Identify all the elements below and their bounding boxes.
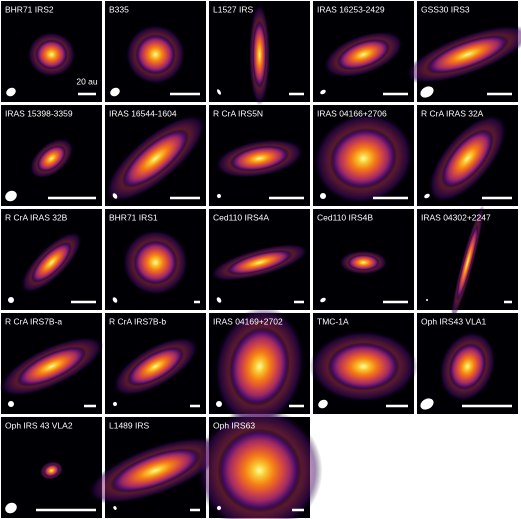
panel: R CrA IRS7B-a (0, 313, 104, 414)
beam (5, 502, 17, 514)
disk-image (456, 223, 479, 302)
beam (110, 87, 120, 97)
panel: Oph IRS 43 VLA2 (1, 417, 102, 518)
beam (112, 193, 118, 199)
beam (216, 401, 222, 407)
disk-image (217, 428, 302, 513)
panel-label: GSS30 IRS3 (421, 4, 470, 14)
panel: GSS30 IRS3 (405, 1, 521, 102)
disk-image (36, 145, 67, 172)
panel: Ced110 IRS4A (209, 209, 310, 310)
panel: IRAS 04302+2247 (417, 204, 518, 321)
disk-image (31, 242, 72, 283)
panel: R CrA IRAS 32A (417, 105, 518, 206)
beam (216, 297, 222, 303)
beam (424, 193, 430, 199)
disk-image (110, 448, 201, 493)
disk-image (127, 346, 184, 387)
panel-label: IRAS 16544-1604 (109, 108, 177, 118)
beam (320, 297, 326, 303)
disk-image (121, 129, 190, 188)
beam (426, 299, 428, 301)
disk-image (16, 346, 87, 387)
panel-label: R CrA IRS7B-b (109, 316, 166, 326)
panel: IRAS 16544-1604 (105, 105, 206, 206)
disk-image (441, 129, 494, 188)
disk-image (448, 343, 487, 390)
beam (8, 297, 14, 303)
panel: R CrA IRAS 32B (1, 209, 102, 310)
panel-label: IRAS 04169+2702 (213, 316, 283, 326)
beam (217, 194, 221, 198)
beam (217, 506, 221, 510)
panel-label: BHR71 IRS1 (109, 212, 158, 222)
beam (320, 89, 326, 95)
panel-label: TMC-1A (317, 316, 349, 326)
beam (318, 399, 328, 409)
beam (112, 297, 118, 303)
panel-label: R CrA IRS5N (213, 108, 263, 118)
beam (8, 401, 14, 407)
panel-label: Oph IRS 43 VLA2 (5, 420, 73, 430)
disk-image (347, 254, 380, 271)
panel: IRAS 04166+2706 (313, 105, 414, 206)
panel-label: R CrA IRAS 32A (421, 108, 484, 118)
beam (113, 402, 117, 406)
panel-label: R CrA IRS7B-a (5, 316, 62, 326)
beam (320, 193, 326, 199)
panel: Oph IRS43 VLA1 (417, 313, 518, 414)
scale-label: 20 au (76, 76, 98, 86)
panel-label: Ced110 IRS4B (317, 212, 373, 222)
panel: BHR71 IRS1 (105, 209, 206, 310)
panel-label: IRAS 04166+2706 (317, 108, 387, 118)
panel: B335 (105, 1, 206, 102)
panel-label: Ced110 IRS4A (213, 212, 269, 222)
panel: L1489 IRS (87, 417, 224, 518)
disk-image (252, 20, 267, 89)
panel-label: IRAS 04302+2247 (421, 212, 491, 222)
disk-image (336, 38, 391, 71)
disk-image (43, 464, 60, 477)
panel: IRAS 15398-3359 (1, 105, 102, 206)
panel: R CrA IRS7B-b (105, 313, 206, 414)
panel-label: Oph IRS43 VLA1 (421, 316, 486, 326)
panel-label: BHR71 IRS2 (5, 4, 54, 14)
panel-label: L1527 IRS (213, 4, 253, 14)
panel: TMC-1A (309, 313, 418, 414)
beam (217, 89, 221, 95)
disk-image (135, 34, 176, 75)
panel-label: IRAS 16253-2429 (317, 4, 385, 14)
disk-image (425, 35, 510, 74)
disk-image (229, 326, 290, 407)
panel-label: B335 (109, 4, 129, 14)
panel-label: R CrA IRAS 32B (5, 212, 68, 222)
panel: IRAS 04169+2702 (209, 306, 310, 427)
panel: BHR71 IRS2 20 au (1, 1, 102, 102)
beam (420, 398, 434, 410)
disk-image (329, 128, 398, 189)
panel: R CrA IRS5N (209, 105, 310, 206)
panel: Oph IRS63 (196, 407, 323, 519)
disk-image (35, 39, 68, 70)
disk-image (327, 342, 400, 391)
beam (5, 190, 17, 202)
beam (113, 506, 117, 510)
panel-label: L1489 IRS (109, 420, 149, 430)
disk-image (226, 250, 293, 275)
disk-image (229, 145, 290, 172)
panel-label: Oph IRS63 (213, 420, 255, 430)
panel: Ced110 IRS4B (313, 209, 414, 310)
panel: L1527 IRS (209, 1, 310, 106)
disk-image (133, 240, 178, 285)
beam (6, 87, 16, 97)
beam (420, 86, 434, 98)
panel: IRAS 16253-2429 (313, 1, 414, 102)
panel-label: IRAS 15398-3359 (5, 108, 73, 118)
